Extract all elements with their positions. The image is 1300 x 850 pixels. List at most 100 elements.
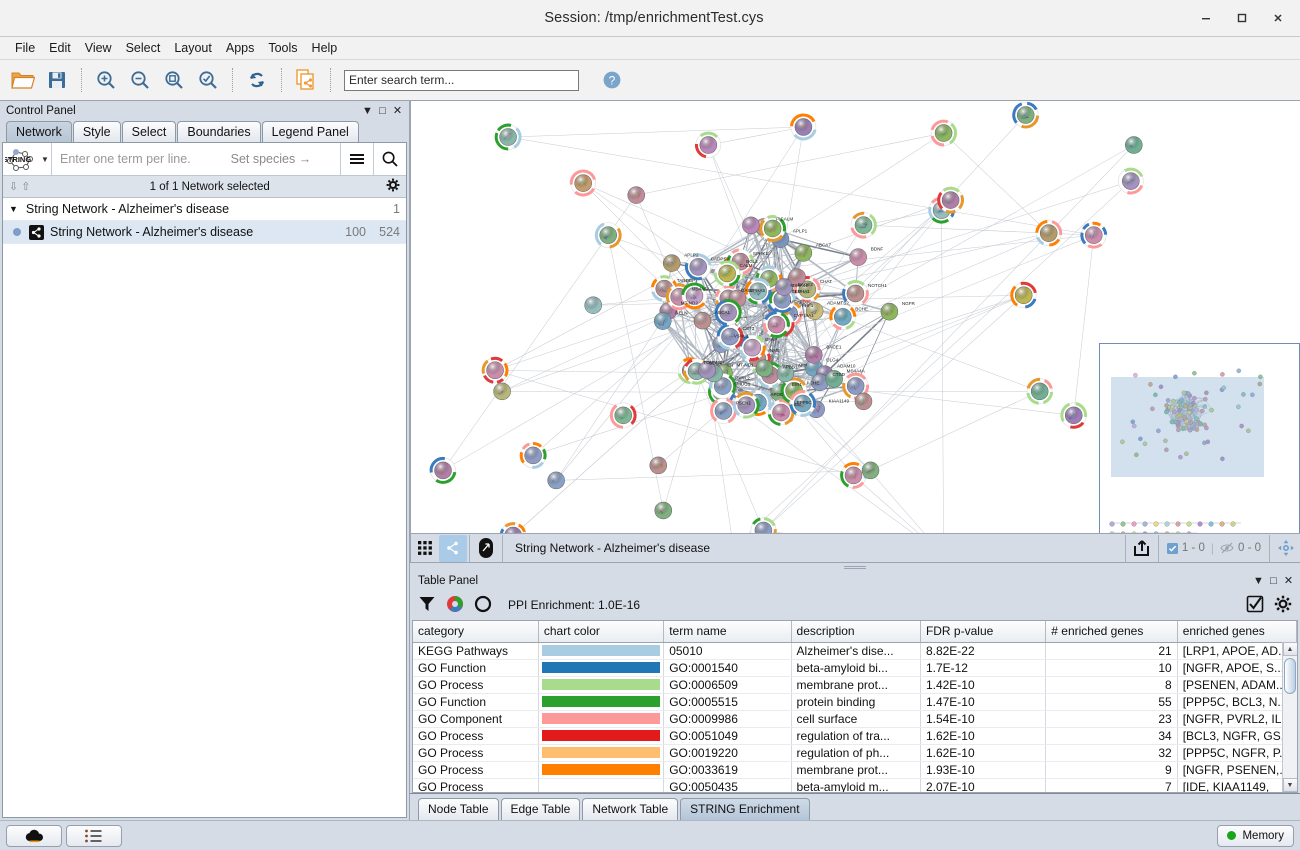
network-node[interactable] [681, 282, 708, 310]
birdseye-overview-panel[interactable] [1099, 343, 1300, 543]
table-row[interactable]: KEGG Pathways 05010 Alzheimer's dise... 8.8… [413, 642, 1297, 660]
filter-funnel-icon[interactable] [418, 595, 436, 616]
network-graph-canvas[interactable]: MT-ND2 MT-ND1 VSNL1 GAB2 APOE ABCA1 CHAT BCHE AD… [411, 101, 1300, 536]
network-node[interactable] [1012, 101, 1040, 129]
network-node[interactable] [1117, 167, 1144, 195]
new-network-icon[interactable] [289, 64, 323, 96]
table-row[interactable]: GO Process GO:0033619 membrane prot... 1.93… [413, 761, 1297, 779]
network-node[interactable] [788, 268, 806, 286]
network-node[interactable] [609, 402, 637, 429]
network-node[interactable] [698, 361, 716, 379]
network-node[interactable] [829, 304, 857, 331]
open-folder-icon[interactable] [6, 64, 40, 96]
network-node[interactable] [744, 277, 772, 305]
string-species-caret-icon[interactable]: ▼ [41, 154, 49, 164]
tab-select[interactable]: Select [121, 121, 177, 142]
menu-layout[interactable]: Layout [174, 41, 212, 55]
table-row[interactable]: GO Function GO:0005515 protein binding 1.47… [413, 693, 1297, 711]
network-node[interactable] [790, 113, 817, 141]
network-node[interactable] [1026, 377, 1054, 405]
expand-all-icon[interactable]: ⇧ [21, 181, 31, 193]
network-node[interactable] [1060, 402, 1088, 429]
zoom-selected-icon[interactable] [191, 64, 225, 96]
pie-chart-icon[interactable] [446, 595, 464, 616]
zoom-fit-icon[interactable] [157, 64, 191, 96]
tab-string-enrichment[interactable]: STRING Enrichment [680, 798, 810, 820]
network-node[interactable] [776, 364, 795, 383]
panel-splitter[interactable] [410, 563, 1300, 571]
refresh-icon[interactable] [240, 64, 274, 96]
network-node[interactable] [738, 334, 766, 362]
network-node[interactable] [805, 302, 824, 320]
column-header-enriched-genes[interactable]: enriched genes [1177, 621, 1297, 643]
settings-gear-icon[interactable] [1274, 595, 1292, 616]
network-view[interactable]: MT-ND2 MT-ND1 VSNL1 GAB2 APOE ABCA1 CHAT BCHE AD… [410, 101, 1300, 563]
network-node[interactable] [825, 370, 843, 388]
network-node[interactable] [861, 461, 880, 480]
network-node[interactable] [1035, 219, 1063, 247]
network-node[interactable] [759, 215, 787, 242]
network-node[interactable] [880, 302, 899, 321]
network-node[interactable] [811, 373, 829, 392]
network-node[interactable] [755, 359, 774, 378]
column-header-fdr[interactable]: FDR p-value [920, 621, 1047, 643]
network-node[interactable] [1080, 221, 1108, 249]
hidden-node-counter[interactable]: 0 - 0 [1214, 542, 1267, 554]
table-panel-float-icon[interactable]: □ [1270, 574, 1277, 587]
control-panel-float-icon[interactable]: □ [379, 104, 386, 117]
network-node[interactable] [716, 323, 744, 350]
search-input[interactable] [344, 69, 579, 91]
tab-network[interactable]: Network [6, 121, 72, 142]
network-node[interactable] [1125, 136, 1143, 154]
network-node[interactable] [854, 392, 873, 411]
network-node[interactable] [584, 296, 602, 314]
tab-style[interactable]: Style [72, 121, 121, 142]
network-node[interactable] [627, 186, 646, 204]
menu-apps[interactable]: Apps [225, 41, 255, 55]
help-icon[interactable]: ? [595, 64, 629, 96]
close-button[interactable] [1260, 3, 1296, 33]
tab-node-table[interactable]: Node Table [418, 798, 499, 820]
network-node[interactable] [937, 186, 964, 214]
magnifier-icon[interactable] [373, 143, 406, 175]
zoom-out-icon[interactable] [123, 64, 157, 96]
column-header-enriched-count[interactable]: # enriched genes [1045, 621, 1178, 643]
network-node[interactable] [930, 119, 957, 147]
table-row[interactable]: GO Process GO:0019220 regulation of ph... 1… [413, 744, 1297, 762]
network-node[interactable] [649, 456, 668, 475]
table-row[interactable]: GO Process GO:0051049 regulation of tra...… [413, 727, 1297, 745]
network-node[interactable] [684, 253, 712, 281]
menu-edit[interactable]: Edit [49, 41, 71, 55]
network-node[interactable] [547, 471, 565, 490]
network-node[interactable] [763, 311, 790, 338]
tab-boundaries[interactable]: Boundaries [177, 121, 261, 142]
string-species-hint[interactable]: Set species → [230, 152, 312, 166]
table-row[interactable]: GO Component GO:0009986 cell surface 1.54E-… [413, 710, 1297, 728]
network-node[interactable] [840, 462, 867, 489]
network-node[interactable] [732, 391, 760, 419]
maximize-button[interactable] [1224, 3, 1260, 33]
menu-select[interactable]: Select [125, 41, 161, 55]
pan-tool-icon[interactable] [1272, 535, 1300, 562]
network-node[interactable] [714, 299, 742, 326]
menu-file[interactable]: File [15, 41, 36, 55]
menu-tools[interactable]: Tools [268, 41, 298, 55]
table-row[interactable]: GO Process GO:0050435 beta-amyloid m... 2.0… [413, 778, 1297, 792]
column-header-category[interactable]: category [413, 621, 539, 643]
hamburger-icon[interactable] [340, 143, 373, 175]
table-panel-close-icon[interactable]: ✕ [1283, 575, 1294, 587]
network-node[interactable] [805, 346, 823, 364]
network-node[interactable] [519, 441, 547, 469]
network-node[interactable] [750, 517, 777, 536]
ring-chart-icon[interactable] [474, 595, 492, 616]
network-group-row[interactable]: ▼ String Network - Alzheimer's disease 1 [3, 198, 406, 221]
table-panel-dropdown-icon[interactable]: ▼ [1253, 574, 1264, 587]
export-icon[interactable] [1128, 535, 1156, 562]
birdseye-viewport-rect[interactable] [1111, 377, 1264, 477]
tab-legend-panel[interactable]: Legend Panel [261, 121, 359, 142]
menu-view[interactable]: View [84, 41, 112, 55]
network-node[interactable] [594, 222, 622, 249]
network-node[interactable] [842, 372, 870, 400]
network-node[interactable] [742, 216, 760, 235]
save-icon[interactable] [40, 64, 74, 96]
